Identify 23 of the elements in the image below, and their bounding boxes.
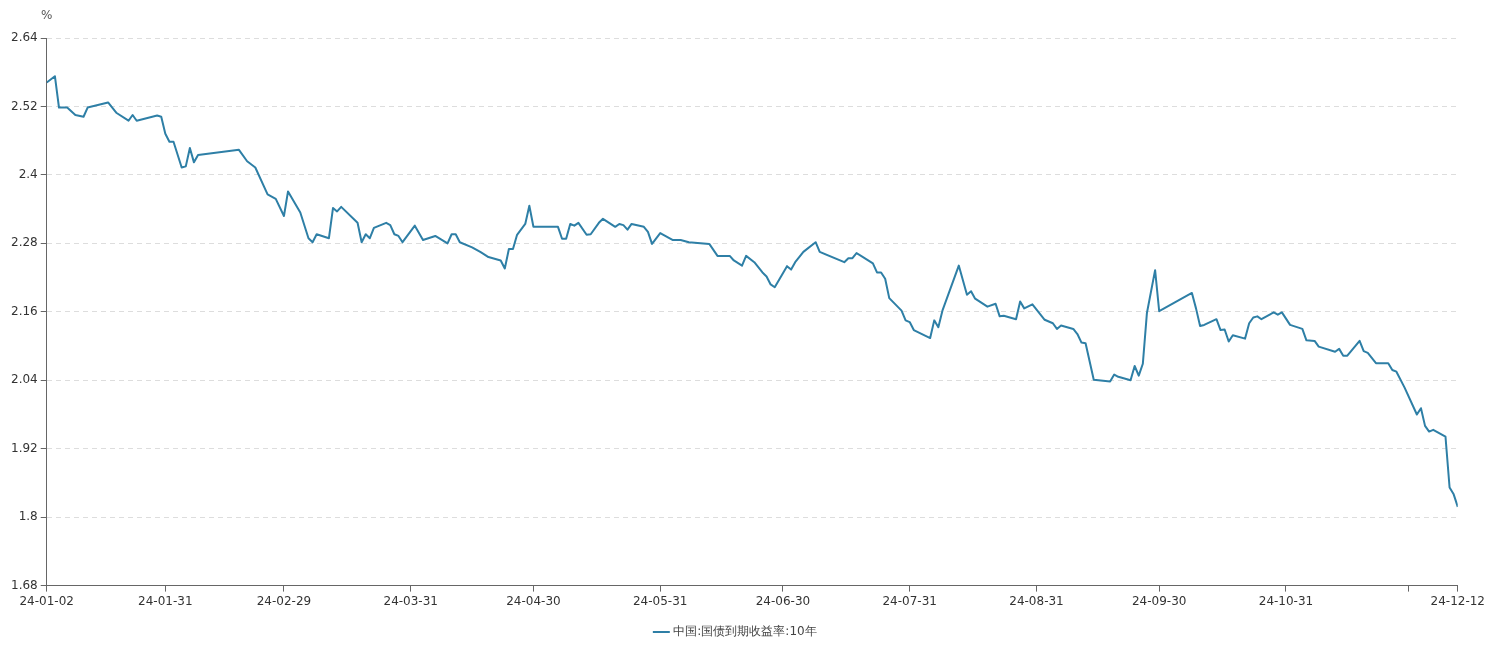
y-tick-label: 2.52 (11, 98, 38, 113)
y-tick-label: 1.8 (18, 509, 38, 524)
x-tick-label: 24-01-31 (138, 593, 193, 608)
y-tick-label: 2.64 (11, 30, 38, 45)
x-tick-label: 24-12-12 (1430, 593, 1485, 608)
legend-label: 中国:国债到期收益率:10年 (673, 624, 817, 639)
x-tick-label: 24-02-29 (256, 593, 312, 608)
y-tick-label: 2.16 (11, 303, 38, 318)
x-tick-label: 24-07-31 (882, 593, 937, 608)
y-tick-label: 2.4 (18, 167, 38, 182)
x-tick-label: 24-05-31 (632, 593, 688, 608)
x-tick-label: 24-06-30 (755, 593, 811, 608)
y-tick-label: 2.28 (11, 235, 38, 250)
y-tick-label: 1.68 (11, 577, 38, 592)
x-tick-label: 24-01-02 (19, 593, 74, 608)
x-tick-label: 24-09-30 (1131, 593, 1187, 608)
y-tick-label: 1.92 (11, 440, 38, 455)
y-axis-title: % (41, 8, 53, 23)
y-tick-label: 2.04 (11, 372, 38, 387)
x-tick-label: 24-03-31 (383, 593, 438, 608)
x-tick-label: 24-10-31 (1258, 593, 1314, 608)
x-tick-label: 24-04-30 (506, 593, 561, 608)
x-tick-label: 24-08-31 (1009, 593, 1064, 608)
